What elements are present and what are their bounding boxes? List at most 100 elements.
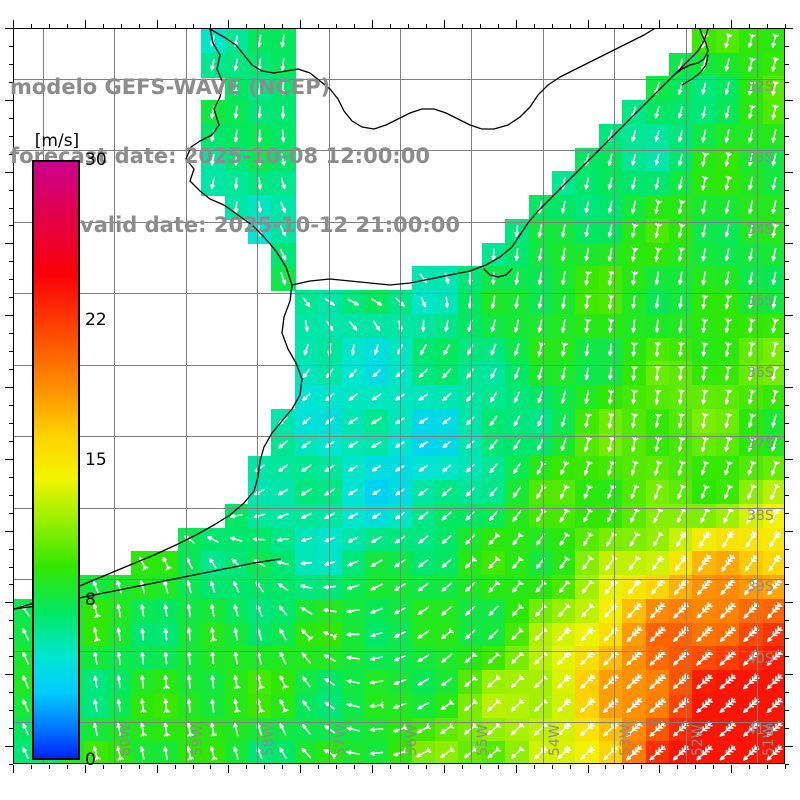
tick-mark xyxy=(66,24,68,28)
tick-mark xyxy=(372,20,374,28)
tick-mark xyxy=(9,81,13,83)
tick-mark xyxy=(461,765,463,769)
lat-label-35S: 35S xyxy=(747,293,774,310)
tick-mark xyxy=(785,440,789,442)
colorbar-tick-0: 0 xyxy=(85,750,96,770)
tick-mark xyxy=(425,24,427,28)
tick-mark xyxy=(785,512,789,514)
tick-mark xyxy=(300,765,302,773)
tick-mark xyxy=(228,20,230,28)
lon-label-56W: 56W xyxy=(404,724,420,756)
tick-mark xyxy=(300,20,302,28)
lat-label-34S: 34S xyxy=(747,221,774,238)
tick-mark xyxy=(767,765,769,769)
lon-label-52W: 52W xyxy=(689,724,706,756)
tick-mark xyxy=(9,117,13,119)
tick-mark xyxy=(713,24,715,28)
tick-mark xyxy=(641,765,643,769)
tick-mark xyxy=(9,279,13,281)
tick-mark xyxy=(785,261,789,263)
tick-mark xyxy=(9,297,13,299)
tick-mark xyxy=(785,638,789,640)
tick-mark xyxy=(9,566,13,568)
tick-mark xyxy=(785,153,789,155)
tick-mark xyxy=(9,351,13,353)
tick-mark xyxy=(5,674,13,676)
tick-mark xyxy=(587,20,589,28)
gridline-lat-39S xyxy=(14,579,784,580)
tick-mark xyxy=(192,24,194,28)
tick-mark xyxy=(9,584,13,586)
lat-label-38S: 38S xyxy=(747,507,774,524)
gridline-lon-55W xyxy=(471,29,472,763)
tick-mark xyxy=(246,765,248,769)
tick-mark xyxy=(5,387,13,389)
tick-mark xyxy=(9,548,13,550)
tick-mark xyxy=(659,765,661,773)
colorbar-tick-8: 8 xyxy=(85,589,96,610)
gridline-lat-32S xyxy=(14,79,784,80)
tick-mark xyxy=(9,620,13,622)
tick-mark xyxy=(785,99,793,101)
gridline-lat-40S xyxy=(14,651,784,652)
tick-mark xyxy=(282,765,284,769)
lat-label-41S: 41S xyxy=(747,722,774,739)
tick-mark xyxy=(479,765,481,769)
tick-mark xyxy=(9,692,13,694)
tick-mark xyxy=(551,765,553,769)
tick-mark xyxy=(659,20,661,28)
tick-mark xyxy=(785,620,789,622)
tick-mark xyxy=(785,458,793,460)
tick-mark xyxy=(372,765,374,773)
tick-mark xyxy=(551,24,553,28)
gridline-lat-35S xyxy=(14,293,784,294)
axis-ticks-top xyxy=(13,20,786,28)
tick-mark xyxy=(785,728,789,730)
colorbar-legend: [m/s] 30 22 15 8 0 xyxy=(31,131,131,771)
tick-mark xyxy=(785,135,789,137)
tick-mark xyxy=(120,765,122,769)
tick-mark xyxy=(210,24,212,28)
tick-mark xyxy=(9,494,13,496)
tick-mark xyxy=(785,584,789,586)
tick-mark xyxy=(605,765,607,769)
lat-label-36S: 36S xyxy=(747,364,774,381)
tick-mark xyxy=(767,24,769,28)
tick-mark xyxy=(515,20,517,28)
tick-mark xyxy=(785,765,786,769)
lat-label-39S: 39S xyxy=(747,579,774,596)
tick-mark xyxy=(9,656,13,658)
tick-mark xyxy=(785,602,793,604)
tick-mark xyxy=(785,207,789,209)
tick-mark xyxy=(354,24,356,28)
tick-mark xyxy=(497,24,499,28)
lat-label-32S: 32S xyxy=(747,79,774,96)
tick-mark xyxy=(605,24,607,28)
gridline-lat-36S xyxy=(14,365,784,366)
gridline-lon-58W xyxy=(257,29,258,763)
tick-mark xyxy=(390,765,392,769)
tick-mark xyxy=(569,24,571,28)
tick-mark xyxy=(785,315,793,317)
colorbar-units-label: [m/s] xyxy=(34,131,80,151)
tick-mark xyxy=(156,765,158,773)
tick-mark xyxy=(5,171,13,173)
tick-mark xyxy=(318,765,320,769)
tick-mark xyxy=(9,261,13,263)
tick-mark xyxy=(785,404,789,406)
tick-mark xyxy=(785,656,789,658)
lat-label-40S: 40S xyxy=(747,650,774,667)
tick-mark xyxy=(228,765,230,773)
tick-mark xyxy=(138,765,140,769)
map-plot-area[interactable] xyxy=(13,28,785,764)
colorbar-gradient xyxy=(32,160,80,760)
tick-mark xyxy=(9,404,13,406)
tick-mark xyxy=(623,24,625,28)
tick-mark xyxy=(66,765,68,769)
lon-label-57W: 57W xyxy=(332,724,349,756)
tick-mark xyxy=(569,765,571,769)
tick-mark xyxy=(138,24,140,28)
tick-mark xyxy=(785,189,789,191)
tick-mark xyxy=(461,24,463,28)
tick-mark xyxy=(785,45,789,47)
